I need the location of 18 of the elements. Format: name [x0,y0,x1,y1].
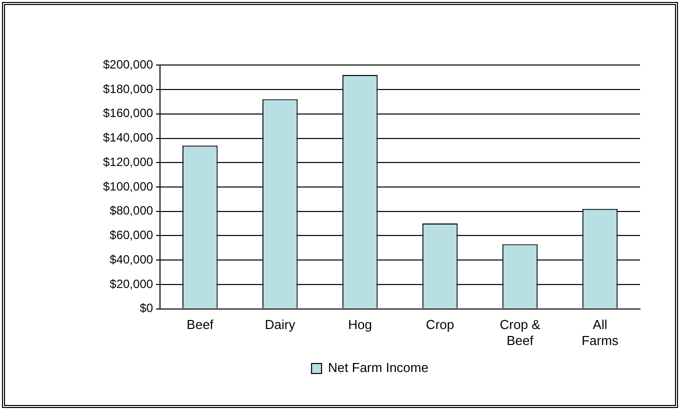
x-tick-label: Crop [426,317,454,332]
y-tick-label: $80,000 [110,204,154,218]
y-tick-label: $60,000 [110,228,154,242]
x-tick-label: All Farms [582,317,619,348]
y-tick-label: $100,000 [102,179,154,194]
y-tick-label: $140,000 [102,130,154,145]
y-tick-label: $0 [140,301,154,316]
legend-label: Net Farm Income [328,360,428,376]
y-tick-label: $120,000 [102,154,154,169]
x-tick-label: Dairy [264,317,296,332]
x-tick-label: Beef [186,317,214,332]
y-tick-label: $20,000 [110,276,154,291]
x-tick-label: Hog [348,317,372,332]
y-tick-label: $200,000 [102,58,154,72]
y-tick-label: $180,000 [102,82,154,96]
x-tick-label: Crop & Beef [500,317,541,348]
y-tick-label: $160,000 [102,106,154,120]
y-tick-label: $40,000 [110,252,154,266]
